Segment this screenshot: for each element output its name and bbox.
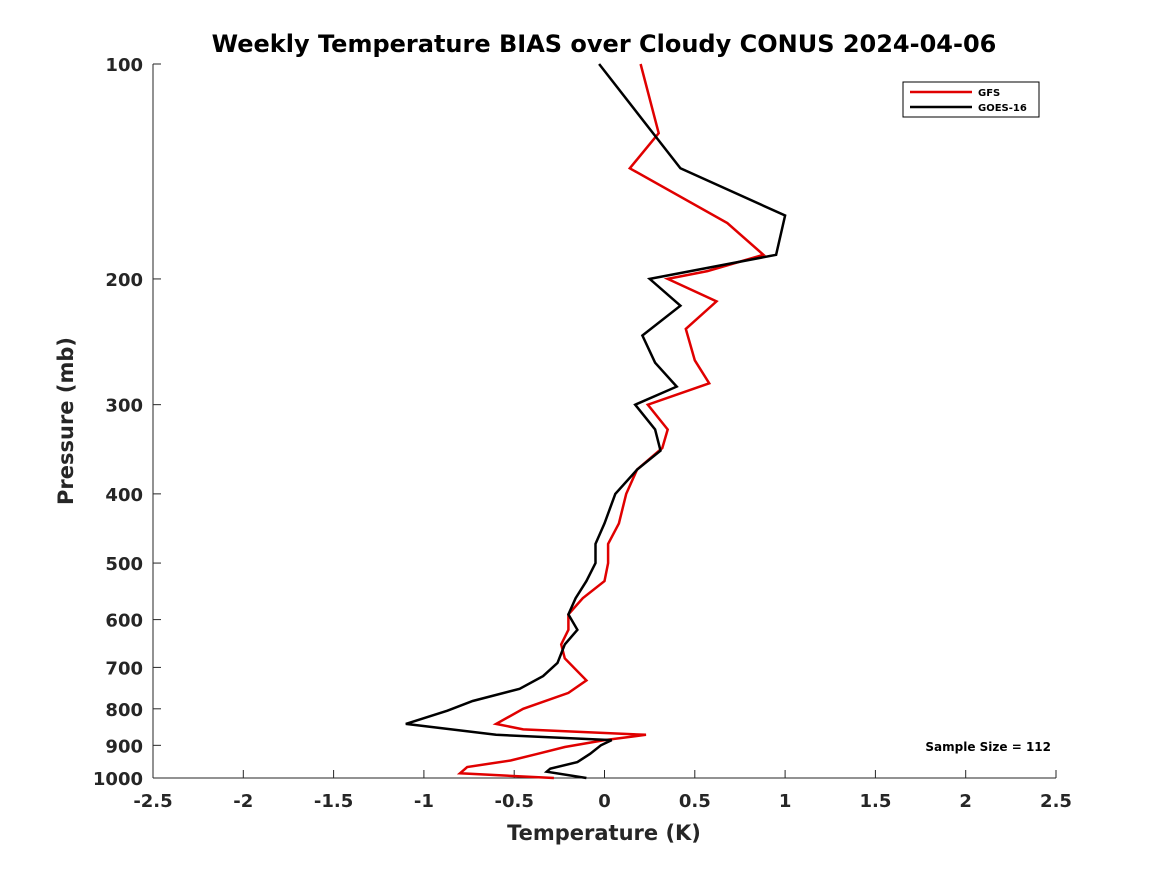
y-tick-label: 400 — [105, 485, 143, 506]
series-lines — [405, 63, 787, 780]
legend-label-goes16: GOES-16 — [978, 103, 1027, 114]
y-tick-label: 800 — [105, 700, 143, 721]
legend-box — [902, 81, 1040, 118]
x-tick-label: -1 — [414, 791, 434, 812]
legend: GFS GOES-16 — [902, 81, 1040, 118]
x-tick-label: 1.5 — [859, 791, 891, 812]
y-tick-label: 1000 — [93, 769, 143, 790]
x-tick-label: -2.5 — [133, 791, 172, 812]
y-tick-label: 300 — [105, 396, 143, 417]
y-ticks: 100 200 300 400 500 600 700 800 900 1000 — [93, 55, 161, 790]
y-tick-label: 500 — [105, 554, 143, 575]
x-tick-label: -1.5 — [314, 791, 353, 812]
x-tick-label: -2 — [233, 791, 253, 812]
sample-size-annotation: Sample Size = 112 — [925, 740, 1051, 754]
x-tick-label: 0 — [598, 791, 611, 812]
x-ticks: -2.5 -2 -1.5 -1 -0.5 0 0.5 1 1.5 2 2.5 — [133, 770, 1072, 812]
x-tick-label: 1 — [779, 791, 792, 812]
x-tick-label: 2.5 — [1040, 791, 1072, 812]
y-tick-label: 600 — [105, 611, 143, 632]
chart-title: Weekly Temperature BIAS over Cloudy CONU… — [212, 30, 997, 58]
y-tick-label: 200 — [105, 270, 143, 291]
series-line-goes16 — [405, 63, 787, 780]
y-tick-label: 700 — [105, 658, 143, 679]
legend-label-gfs: GFS — [978, 88, 1000, 99]
y-tick-label: 100 — [105, 55, 143, 76]
x-axis-label: Temperature (K) — [507, 821, 701, 845]
y-tick-label: 900 — [105, 736, 143, 757]
x-tick-label: 2 — [959, 791, 972, 812]
x-tick-label: 0.5 — [679, 791, 711, 812]
y-axis-label: Pressure (mb) — [54, 337, 78, 505]
x-tick-label: -0.5 — [495, 791, 534, 812]
